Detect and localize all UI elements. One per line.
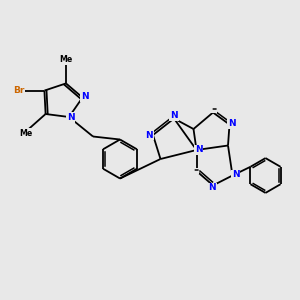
Text: Me: Me xyxy=(19,129,32,138)
Text: =: = xyxy=(193,169,199,173)
Text: N: N xyxy=(81,92,88,101)
Text: =: = xyxy=(211,108,216,112)
Text: N: N xyxy=(208,183,216,192)
Text: N: N xyxy=(228,119,236,128)
Text: N: N xyxy=(170,111,178,120)
Text: Br: Br xyxy=(13,86,24,95)
Text: N: N xyxy=(232,170,239,179)
Text: N: N xyxy=(146,130,153,140)
Text: N: N xyxy=(195,146,203,154)
Text: N: N xyxy=(67,113,75,122)
Text: Me: Me xyxy=(59,55,73,64)
